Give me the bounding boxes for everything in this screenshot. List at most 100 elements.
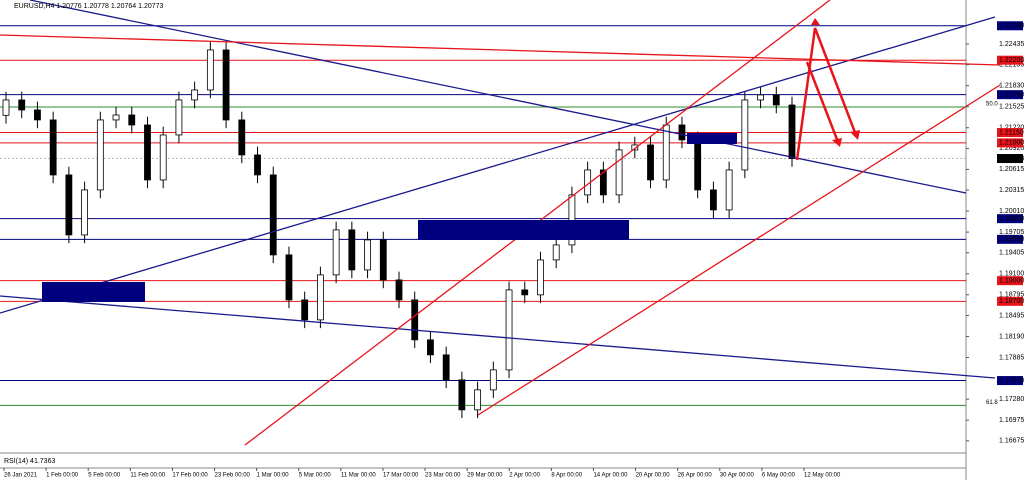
candle-body: [364, 239, 371, 271]
y-tick-label: 1.21830: [999, 83, 1024, 90]
trendline: [0, 295, 996, 379]
y-tick-label: 1.19705: [999, 229, 1024, 236]
candle-body: [395, 279, 403, 301]
fib-label: 50.0: [986, 102, 998, 108]
x-tick-label: 11 Mar 00:00: [341, 473, 377, 479]
x-tick-label: 2 Apr 00:00: [509, 473, 540, 479]
candle-body: [81, 189, 88, 236]
level-tag-label: 1.19600: [999, 236, 1024, 243]
fib-label: 61.8: [986, 400, 998, 406]
candle-body: [458, 379, 466, 411]
x-tick-label: 5 Feb 00:00: [88, 473, 121, 479]
candle-body: [65, 174, 73, 236]
candle-body: [662, 124, 670, 181]
level-tag-label: 1.22200: [999, 57, 1024, 64]
x-tick-label: 26 Apr 00:00: [678, 473, 713, 479]
candle-body: [332, 229, 340, 276]
candle-body: [741, 99, 749, 171]
y-tick-label: 1.18190: [999, 333, 1024, 340]
x-tick-label: 23 Feb 00:00: [215, 473, 251, 479]
candle-body: [678, 124, 686, 141]
candle-body: [254, 154, 261, 176]
indicator-label: RSI(14) 41.7363: [4, 458, 55, 465]
candle-body: [348, 229, 356, 271]
candle-body: [238, 119, 246, 156]
y-tick-label: 1.19405: [999, 250, 1024, 257]
candle-body: [49, 119, 57, 176]
x-tick-label: 17 Feb 00:00: [172, 473, 208, 479]
y-tick-label: 1.21525: [999, 104, 1024, 111]
candle-body: [269, 174, 277, 256]
x-tick-label: 12 May 00:00: [804, 473, 841, 479]
y-tick-label: 1.18795: [999, 292, 1024, 299]
arrow-head: [850, 130, 860, 140]
level-tag-label: 1.21150: [999, 129, 1024, 136]
level-tag: [997, 55, 1023, 65]
candle-body: [175, 99, 183, 136]
candle-body: [710, 189, 717, 211]
y-tick-label: 1.20315: [999, 187, 1024, 194]
x-tick-label: 8 Apr 00:00: [551, 473, 582, 479]
candle-body: [772, 94, 780, 106]
trendline: [29, 0, 967, 194]
level-tag: [997, 128, 1023, 138]
level-tag: [997, 138, 1023, 148]
candle-body: [316, 274, 324, 321]
candle-body: [427, 339, 434, 356]
level-tag: [997, 234, 1023, 244]
forecast-arrow: [795, 27, 858, 161]
current-price-tag: [997, 154, 1023, 164]
arrow-head: [832, 138, 842, 147]
zone-box: [42, 282, 145, 302]
y-tick-label: 1.17885: [999, 354, 1024, 361]
level-tag: [997, 21, 1023, 31]
x-tick-label: 11 Feb 00:00: [130, 473, 166, 479]
candle-body: [788, 104, 796, 159]
level-tag-label: 1.17550: [999, 377, 1024, 384]
arrow-head: [811, 18, 820, 25]
level-tag-label: 1.19900: [999, 216, 1024, 223]
x-tick-label: 30 Apr 00:00: [720, 473, 755, 479]
level-tag: [997, 214, 1023, 224]
y-tick-label: 1.17280: [999, 396, 1024, 403]
candle-body: [505, 289, 513, 371]
candle-body: [694, 139, 702, 191]
x-tick-label: 20 Apr 00:00: [636, 473, 671, 479]
level-tag-label: 1.19000: [999, 278, 1024, 285]
candle-body: [599, 169, 607, 196]
x-tick-label: 6 May 00:00: [762, 473, 796, 479]
y-tick-label: 1.16975: [999, 417, 1024, 424]
x-tick-label: 1 Mar 00:00: [257, 473, 290, 479]
candle-body: [411, 299, 419, 341]
candle-body: [568, 194, 576, 246]
candle-body: [96, 119, 104, 191]
candle-body: [489, 369, 497, 391]
candle-body: [537, 259, 544, 296]
x-tick-label: 29 Mar 00:00: [467, 473, 503, 479]
y-tick-label: 1.20010: [999, 208, 1024, 215]
channel-line: [477, 84, 1001, 416]
level-tag: [997, 296, 1023, 306]
y-tick-label: 1.22135: [999, 62, 1024, 69]
candle-body: [757, 94, 764, 101]
candle-body: [725, 169, 733, 211]
level-tag: [997, 276, 1023, 286]
drawings: [0, 0, 1001, 446]
candle-body: [301, 299, 309, 321]
candle-body: [379, 239, 387, 281]
trendline: [0, 34, 1001, 66]
level-tag: [997, 376, 1023, 386]
candle-body: [521, 289, 529, 296]
candle-body: [144, 124, 151, 181]
zone-box: [687, 133, 737, 144]
current-price-label: 1.20773: [999, 155, 1024, 162]
candle-body: [128, 114, 136, 126]
candle-body: [112, 114, 120, 121]
level-tag-label: 1.18700: [999, 298, 1024, 305]
candle-body: [191, 89, 199, 101]
y-tick-label: 1.18495: [999, 312, 1024, 319]
y-tick-label: 1.19100: [999, 271, 1024, 278]
candle-body: [285, 254, 293, 301]
candle-body: [552, 244, 560, 261]
